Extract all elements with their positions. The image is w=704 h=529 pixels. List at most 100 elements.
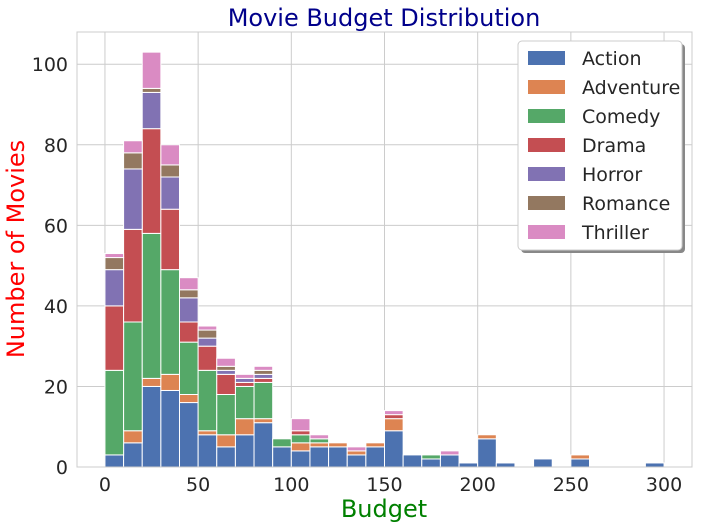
y-tick-label: 20 [44, 376, 68, 398]
bar-drama [384, 414, 404, 420]
bar-action [104, 454, 125, 468]
bar-horror [160, 176, 180, 210]
bar-action [160, 389, 180, 468]
bar-action [123, 442, 143, 468]
bar-comedy [104, 369, 125, 456]
bar-action [365, 446, 386, 468]
bar-comedy [160, 269, 180, 375]
legend-swatch-horror [528, 167, 565, 181]
legend-swatch-action [528, 51, 565, 65]
bar-action [570, 458, 591, 468]
bar-thriller [123, 140, 143, 154]
legend-swatch-adventure [528, 80, 565, 94]
bar-thriller [309, 434, 330, 440]
bar-comedy [216, 394, 236, 436]
x-tick-label: 300 [646, 474, 682, 496]
y-tick-label: 0 [56, 457, 68, 479]
bar-horror [253, 373, 274, 379]
bars [104, 51, 665, 468]
bar-adventure [179, 394, 199, 404]
bar-drama [141, 128, 162, 234]
bar-adventure [160, 373, 180, 391]
bar-comedy [253, 381, 274, 420]
bar-drama [253, 377, 274, 383]
bar-horror [234, 377, 255, 383]
bar-adventure [197, 430, 218, 436]
legend-swatch-romance [528, 196, 565, 210]
bar-thriller [216, 357, 236, 367]
bar-adventure [384, 418, 404, 432]
bar-action [272, 446, 292, 468]
y-tick-label: 60 [44, 215, 68, 237]
bar-drama [123, 228, 143, 323]
x-tick-label: 50 [186, 474, 210, 496]
bar-horror [104, 269, 125, 307]
bar-action [346, 454, 367, 468]
bar-adventure [328, 442, 348, 448]
x-axis-label: Budget [341, 495, 427, 523]
bar-thriller [104, 253, 125, 259]
bar-action [141, 385, 162, 468]
x-tick-label: 150 [366, 474, 402, 496]
bar-romance [179, 289, 199, 299]
bar-adventure [477, 434, 497, 440]
y-tick-label: 100 [32, 54, 68, 76]
bar-action [253, 422, 274, 468]
bar-thriller [160, 144, 180, 166]
bar-thriller [234, 373, 255, 379]
y-tick-label: 80 [44, 135, 68, 157]
bar-adventure [123, 430, 143, 444]
bar-comedy [309, 438, 330, 444]
bar-action [197, 434, 218, 468]
bar-romance [123, 152, 143, 170]
legend-label-horror: Horror [582, 164, 642, 186]
bar-comedy [141, 232, 162, 379]
bar-action [328, 446, 348, 468]
bar-drama [179, 321, 199, 343]
bar-horror [123, 168, 143, 230]
legend-label-action: Action [582, 48, 642, 70]
legend-swatch-drama [528, 138, 565, 152]
x-axis-ticks: 0 50 100 150 200 250 300 [99, 474, 682, 496]
bar-comedy [123, 321, 143, 432]
bar-comedy [272, 438, 292, 448]
bar-romance [104, 257, 125, 271]
bar-horror [179, 297, 199, 323]
bar-action [458, 462, 479, 468]
legend-label-drama: Drama [582, 135, 646, 157]
legend-label-romance: Romance [582, 193, 670, 215]
bar-horror [197, 337, 218, 347]
bar-thriller [346, 446, 367, 452]
x-tick-label: 100 [273, 474, 309, 496]
bar-action [234, 434, 255, 468]
bar-drama [234, 381, 255, 387]
bar-comedy [421, 454, 441, 460]
bar-adventure [365, 442, 386, 448]
bar-drama [197, 345, 218, 371]
bar-romance [197, 329, 218, 339]
legend-label-adventure: Adventure [582, 77, 680, 99]
x-tick-label: 250 [553, 474, 589, 496]
chart-title: Movie Budget Distribution [228, 4, 541, 32]
bar-comedy [290, 434, 311, 444]
x-tick-label: 0 [99, 474, 111, 496]
legend: Action Adventure Comedy Drama Horror Romance T… [517, 40, 685, 253]
bar-action [495, 462, 516, 468]
bar-romance [160, 164, 180, 178]
bar-action [533, 458, 553, 468]
bar-adventure [253, 418, 274, 424]
bar-thriller [197, 325, 218, 331]
bar-thriller [384, 410, 404, 416]
y-axis-ticks: 0 20 40 60 80 100 [32, 54, 68, 479]
bar-drama [290, 430, 311, 436]
bar-drama [160, 208, 180, 271]
bar-thriller [290, 418, 311, 432]
bar-action [290, 450, 311, 468]
y-axis-label: Number of Movies [2, 140, 30, 358]
bar-adventure [234, 418, 255, 436]
legend-label-comedy: Comedy [582, 106, 660, 128]
bar-comedy [179, 341, 199, 395]
bar-thriller [179, 277, 199, 291]
bar-action [439, 454, 460, 468]
